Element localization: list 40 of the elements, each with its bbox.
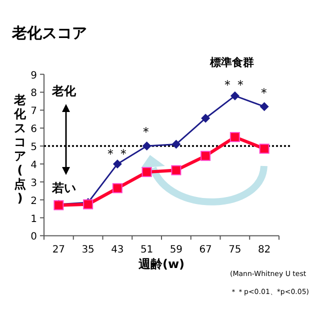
annotation: ＊ [258,86,270,101]
annotation: ＊ [140,125,152,140]
point [172,140,181,149]
x-tick-label: 75 [228,244,242,256]
x-tick-label: 59 [170,244,183,256]
point [201,114,210,123]
y-axis-title: 老化スコア(点) [13,93,27,205]
y-tick-label: 7 [30,106,37,118]
y-tick-label: 8 [30,88,37,100]
point [112,159,122,168]
point [142,142,152,151]
y-tick-label: 1 [30,214,37,225]
y-tick-label: 3 [30,178,37,189]
y-tick-label: 0 [30,232,37,243]
x-tick-label: 82 [258,244,271,256]
x-tick-label: 43 [111,244,124,256]
y-tick-label: 5 [30,142,37,154]
x-tick-label: 35 [82,244,94,256]
text: 標準食群 [209,56,254,69]
annotation: 老化 [51,84,77,98]
x-axis-title: 週齢(w) [137,257,185,271]
point [230,91,240,100]
point [259,144,270,154]
point [112,183,122,194]
annotation: ＊＊ [221,78,247,93]
y-tick-label: 2 [30,196,37,207]
annotation: ＊＊ [104,147,130,162]
point [230,132,240,142]
annotation: 若い [51,181,76,195]
chart-title: 老化スコア [11,24,87,42]
point [260,102,269,112]
x-tick-label: 27 [52,244,66,256]
point [171,165,182,176]
point [200,150,211,161]
x-tick-label: 67 [199,244,212,256]
point [142,167,152,178]
y-tick-label: 9 [30,70,37,82]
y-tick-label: 6 [30,124,37,136]
y-tick-label: 4 [30,160,37,171]
x-tick-label: 51 [140,244,154,256]
